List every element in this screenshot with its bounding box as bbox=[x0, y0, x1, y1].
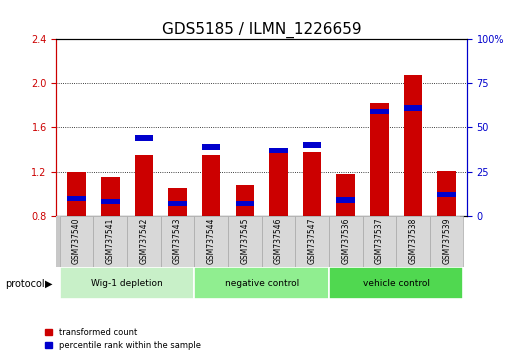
Bar bbox=[168, 188, 187, 216]
Text: GSM737537: GSM737537 bbox=[375, 217, 384, 264]
Bar bbox=[396, 216, 430, 267]
Text: GSM737539: GSM737539 bbox=[442, 217, 451, 264]
Bar bbox=[430, 216, 463, 267]
Text: GSM737540: GSM737540 bbox=[72, 217, 81, 264]
Bar bbox=[438, 192, 456, 198]
Bar bbox=[337, 198, 355, 202]
Bar bbox=[329, 216, 363, 267]
Bar bbox=[134, 135, 153, 141]
Bar bbox=[60, 216, 93, 267]
Text: GSM737543: GSM737543 bbox=[173, 217, 182, 264]
Bar bbox=[134, 155, 153, 216]
Bar bbox=[337, 174, 355, 216]
Bar bbox=[168, 201, 187, 206]
Bar bbox=[438, 171, 456, 216]
Bar bbox=[404, 75, 422, 216]
Bar bbox=[67, 172, 86, 216]
Bar bbox=[60, 267, 194, 299]
Text: vehicle control: vehicle control bbox=[363, 279, 430, 288]
Bar bbox=[370, 109, 389, 114]
Text: ▶: ▶ bbox=[45, 279, 52, 289]
Bar bbox=[161, 216, 194, 267]
Text: GSM737544: GSM737544 bbox=[207, 217, 215, 264]
Text: GSM737545: GSM737545 bbox=[240, 217, 249, 264]
Bar bbox=[67, 195, 86, 201]
Bar bbox=[329, 267, 463, 299]
Bar bbox=[93, 216, 127, 267]
Bar bbox=[235, 201, 254, 206]
Bar bbox=[101, 177, 120, 216]
Bar bbox=[101, 199, 120, 205]
Legend: transformed count, percentile rank within the sample: transformed count, percentile rank withi… bbox=[45, 328, 201, 350]
Text: GSM737536: GSM737536 bbox=[341, 217, 350, 264]
Bar bbox=[228, 216, 262, 267]
Bar bbox=[303, 152, 321, 216]
Bar bbox=[363, 216, 396, 267]
Title: GDS5185 / ILMN_1226659: GDS5185 / ILMN_1226659 bbox=[162, 21, 362, 38]
Bar bbox=[269, 152, 288, 216]
Bar bbox=[262, 216, 295, 267]
Text: GSM737538: GSM737538 bbox=[408, 217, 418, 264]
Bar bbox=[370, 103, 389, 216]
Text: protocol: protocol bbox=[5, 279, 45, 289]
Bar bbox=[127, 216, 161, 267]
Bar bbox=[295, 216, 329, 267]
Bar bbox=[202, 155, 221, 216]
Bar bbox=[303, 143, 321, 148]
Text: GSM737547: GSM737547 bbox=[308, 217, 317, 264]
Bar bbox=[202, 144, 221, 149]
Bar bbox=[194, 267, 329, 299]
Bar bbox=[404, 105, 422, 111]
Bar bbox=[235, 185, 254, 216]
Text: Wig-1 depletion: Wig-1 depletion bbox=[91, 279, 163, 288]
Bar bbox=[194, 216, 228, 267]
Text: GSM737541: GSM737541 bbox=[106, 217, 115, 264]
Text: negative control: negative control bbox=[225, 279, 299, 288]
Text: GSM737542: GSM737542 bbox=[140, 217, 148, 264]
Bar bbox=[269, 148, 288, 153]
Text: GSM737546: GSM737546 bbox=[274, 217, 283, 264]
